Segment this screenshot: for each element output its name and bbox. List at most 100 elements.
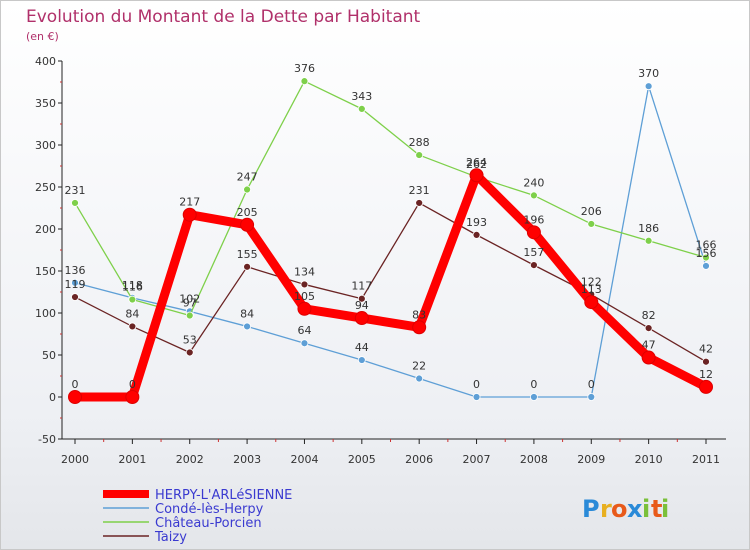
data-point-taizy bbox=[415, 199, 424, 207]
data-point-ch-teau-porcien bbox=[587, 220, 596, 228]
data-label-taizy: 119 bbox=[65, 278, 86, 291]
x-tick-label: 2006 bbox=[405, 453, 433, 466]
y-tick-label: 0 bbox=[49, 391, 56, 404]
data-label-cond-l-s-herpy: 64 bbox=[297, 324, 311, 337]
data-label-herpy-l-arl-sienne: 94 bbox=[355, 299, 369, 312]
logo-letter: i bbox=[661, 495, 669, 523]
y-tick-label: -50 bbox=[38, 433, 56, 446]
axes: -50 0 50 100 150 200 250 300 350 400 2000 2001 2002 2… bbox=[35, 55, 726, 466]
data-label-ch-teau-porcien: 231 bbox=[65, 184, 86, 197]
data-point-herpy-l-arl-sienne bbox=[297, 301, 312, 316]
data-label-ch-teau-porcien: 262 bbox=[466, 158, 487, 171]
data-label-taizy: 42 bbox=[699, 343, 713, 356]
data-label-ch-teau-porcien: 116 bbox=[122, 281, 143, 294]
data-label-ch-teau-porcien: 206 bbox=[581, 205, 602, 218]
data-label-cond-l-s-herpy: 118 bbox=[122, 279, 143, 292]
series-layer bbox=[68, 77, 713, 404]
legend: HERPY-L'ARLéSIENNECondé-lès-HerpyChâteau… bbox=[103, 488, 292, 545]
data-point-herpy-l-arl-sienne bbox=[68, 390, 82, 404]
data-label-cond-l-s-herpy: 0 bbox=[530, 378, 537, 391]
data-point-cond-l-s-herpy bbox=[530, 393, 538, 401]
data-point-ch-teau-porcien bbox=[357, 104, 366, 113]
x-tick-label: 2004 bbox=[290, 453, 318, 466]
logo-letter: t bbox=[651, 495, 662, 523]
data-label-ch-teau-porcien: 288 bbox=[409, 136, 430, 149]
data-point-ch-teau-porcien bbox=[185, 311, 194, 320]
data-label-cond-l-s-herpy: 84 bbox=[240, 307, 254, 320]
y-tick-label: 50 bbox=[42, 349, 56, 362]
data-point-herpy-l-arl-sienne bbox=[641, 350, 656, 365]
legend-label-herpy-l-arl-sienne: HERPY-L'ARLéSIENNE bbox=[155, 488, 292, 503]
data-point-taizy bbox=[128, 322, 137, 331]
data-point-cond-l-s-herpy bbox=[702, 262, 710, 270]
data-label-taizy: 117 bbox=[351, 280, 372, 293]
data-label-herpy-l-arl-sienne: 0 bbox=[72, 378, 79, 391]
data-label-herpy-l-arl-sienne: 205 bbox=[237, 206, 258, 219]
data-point-taizy bbox=[357, 294, 366, 303]
data-label-taizy: 134 bbox=[294, 265, 315, 278]
data-label-herpy-l-arl-sienne: 0 bbox=[129, 378, 136, 391]
x-tick-label: 2000 bbox=[61, 453, 89, 466]
data-label-herpy-l-arl-sienne: 105 bbox=[294, 290, 315, 303]
series-line-cond-l-s-herpy bbox=[74, 85, 707, 398]
data-label-ch-teau-porcien: 97 bbox=[183, 297, 197, 310]
y-tick-label: 200 bbox=[35, 223, 56, 236]
data-label-ch-teau-porcien: 343 bbox=[351, 90, 372, 103]
legend-label-cond-l-s-herpy: Condé-lès-Herpy bbox=[155, 502, 264, 517]
series-line-taizy bbox=[74, 202, 707, 363]
y-tick-label: 400 bbox=[35, 55, 56, 68]
data-point-taizy bbox=[530, 261, 538, 270]
x-tick-label: 2005 bbox=[348, 453, 376, 466]
data-point-ch-teau-porcien bbox=[530, 191, 538, 200]
data-point-cond-l-s-herpy bbox=[300, 339, 309, 348]
data-label-herpy-l-arl-sienne: 47 bbox=[642, 339, 656, 352]
data-point-cond-l-s-herpy bbox=[243, 322, 251, 331]
data-point-taizy bbox=[644, 324, 653, 333]
x-tick-label: 2008 bbox=[520, 453, 548, 466]
chart-subtitle: (en €) bbox=[26, 30, 59, 43]
data-point-herpy-l-arl-sienne bbox=[412, 320, 427, 335]
data-point-cond-l-s-herpy bbox=[71, 278, 79, 287]
data-label-herpy-l-arl-sienne: 196 bbox=[523, 213, 544, 226]
data-label-cond-l-s-herpy: 0 bbox=[588, 378, 595, 391]
y-tick-label: 350 bbox=[35, 97, 56, 110]
data-label-taizy: 157 bbox=[523, 246, 544, 259]
x-tick-label: 2002 bbox=[176, 453, 204, 466]
data-label-herpy-l-arl-sienne: 12 bbox=[699, 368, 713, 381]
data-point-ch-teau-porcien bbox=[644, 236, 653, 245]
data-point-cond-l-s-herpy bbox=[357, 356, 366, 364]
data-label-ch-teau-porcien: 247 bbox=[237, 171, 258, 184]
data-label-herpy-l-arl-sienne: 217 bbox=[179, 196, 200, 209]
x-tick-label: 2009 bbox=[577, 453, 605, 466]
y-tick-label: 300 bbox=[35, 139, 56, 152]
data-point-taizy bbox=[243, 262, 251, 271]
logo-letter: P bbox=[582, 495, 600, 523]
data-label-cond-l-s-herpy: 370 bbox=[638, 67, 659, 80]
data-point-herpy-l-arl-sienne bbox=[240, 217, 255, 232]
x-tick-label: 2011 bbox=[692, 453, 720, 466]
data-label-ch-teau-porcien: 376 bbox=[294, 62, 315, 75]
data-label-taizy: 122 bbox=[581, 276, 602, 289]
logo-letter: o bbox=[611, 495, 628, 523]
y-tick-label: 100 bbox=[35, 307, 56, 320]
series-line-ch-teau-porcien bbox=[74, 80, 707, 317]
data-label-cond-l-s-herpy: 156 bbox=[696, 247, 717, 260]
data-point-ch-teau-porcien bbox=[415, 151, 424, 159]
data-label-taizy: 53 bbox=[183, 333, 197, 346]
data-label-cond-l-s-herpy: 102 bbox=[179, 292, 200, 305]
series-line-herpy-l-arl-sienne bbox=[70, 170, 711, 402]
data-label-herpy-l-arl-sienne: 113 bbox=[581, 283, 602, 296]
data-point-cond-l-s-herpy bbox=[415, 374, 424, 383]
data-label-taizy: 84 bbox=[125, 307, 139, 320]
data-label-taizy: 82 bbox=[642, 309, 656, 322]
data-label-ch-teau-porcien: 166 bbox=[696, 239, 717, 252]
data-point-herpy-l-arl-sienne bbox=[526, 225, 541, 240]
data-label-taizy: 231 bbox=[409, 184, 430, 197]
data-point-ch-teau-porcien bbox=[702, 253, 710, 262]
data-label-cond-l-s-herpy: 0 bbox=[473, 378, 480, 391]
logo-letter: i bbox=[642, 495, 650, 523]
data-point-taizy bbox=[472, 230, 481, 239]
data-point-herpy-l-arl-sienne bbox=[584, 295, 599, 310]
